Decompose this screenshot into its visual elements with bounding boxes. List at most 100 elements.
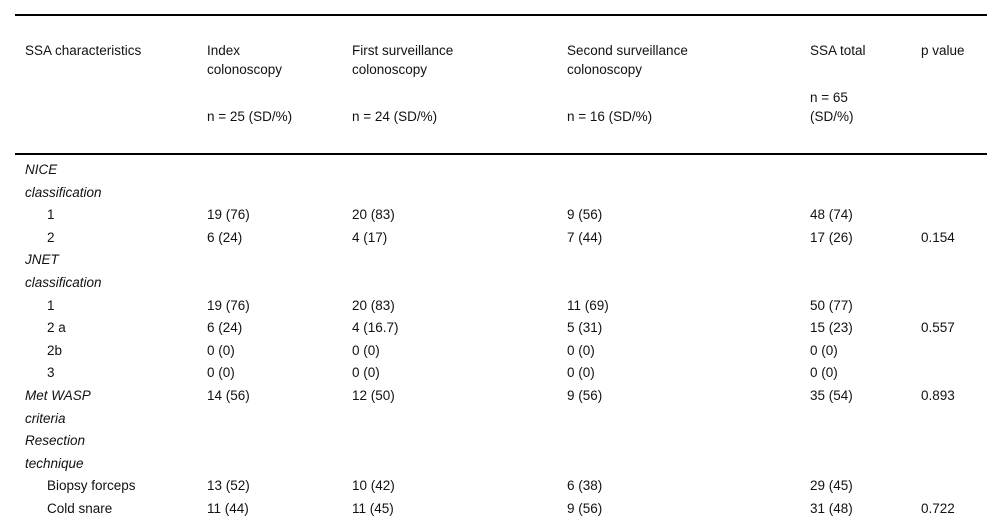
cell-index-colonoscopy: 19 (76) (207, 207, 250, 223)
cell-first-surveillance: 20 (83) (352, 207, 395, 223)
column-header: p value (911, 15, 987, 154)
cell-first-surveillance: 3 (13) (342, 521, 557, 526)
cell-second-surveillance: 9 (56) (567, 387, 603, 403)
column-n-count (921, 88, 983, 89)
cell-second-surveillance: 6 (38) (567, 478, 603, 494)
cell-second-surveillance: 0 (0) (567, 342, 595, 358)
column-title: p value (921, 43, 965, 58)
table-row: 2 a 6 (24) 4 (16.7) 5 (31) 15 (23) 0.557 (15, 317, 987, 340)
cell-p-value (911, 430, 987, 475)
cell-p-value: 0.893 (921, 387, 955, 403)
cell-p-value (911, 295, 987, 318)
table-row: Cold snare 11 (44) 11 (45) 9 (56) 31 (48… (15, 498, 987, 521)
cell-second-surveillance (557, 154, 800, 204)
table-row: Met WASP criteria 14 (56) 12 (50) 9 (56)… (15, 385, 987, 430)
row-label: JNET classification (25, 252, 102, 290)
row-label: Resection technique (25, 433, 86, 471)
table-row: 3 0 (0) 0 (0) 0 (0) 0 (0) (15, 362, 987, 385)
cell-second-surveillance: 0 (0) (567, 365, 595, 381)
cell-first-surveillance: 20 (83) (352, 297, 395, 313)
row-label: Hot snare (15, 521, 197, 526)
cell-p-value (911, 154, 987, 204)
row-label: 1 (47, 207, 55, 223)
column-n-count (25, 88, 193, 89)
cell-first-surveillance: 0 (0) (352, 365, 380, 381)
row-label: 2 a (47, 320, 66, 336)
cell-p-value: 0.557 (921, 320, 955, 336)
cell-first-surveillance: 12 (50) (352, 387, 395, 403)
table-row: JNET classification (15, 249, 987, 294)
column-header: SSA characteristics (15, 15, 197, 154)
cell-index-colonoscopy: 6 (24) (207, 320, 243, 336)
cell-p-value (911, 362, 987, 385)
column-title: First surveillance colonoscopy (352, 43, 454, 77)
cell-ssa-total: 50 (77) (810, 297, 853, 313)
cell-second-surveillance: 9 (56) (567, 207, 603, 223)
ssa-characteristics-table: SSA characteristics Index colonoscopy n … (15, 14, 987, 526)
row-label: 1 (47, 297, 55, 313)
table-row: 2 6 (24) 4 (17) 7 (44) 17 (26) 0.154 (15, 227, 987, 250)
cell-ssa-total: 0 (0) (810, 342, 838, 358)
cell-ssa-total (800, 249, 911, 294)
table-row: Hot snare 1 (4) 3 (13) 1 (6) 5 (7) (15, 521, 987, 526)
cell-index-colonoscopy (197, 154, 342, 204)
row-label: 2b (47, 342, 63, 358)
cell-second-surveillance: 1 (6) (557, 521, 800, 526)
column-n-count: n = 16 (SD/%) (567, 109, 653, 124)
cell-ssa-total: 29 (45) (810, 478, 853, 494)
cell-p-value: 0.154 (921, 229, 955, 245)
cell-p-value (911, 521, 987, 526)
cell-index-colonoscopy: 13 (52) (207, 478, 250, 494)
cell-first-surveillance (342, 430, 557, 475)
cell-first-surveillance (342, 249, 557, 294)
cell-index-colonoscopy: 14 (56) (207, 387, 250, 403)
table-row: Biopsy forceps 13 (52) 10 (42) 6 (38) 29… (15, 475, 987, 498)
cell-index-colonoscopy (197, 249, 342, 294)
cell-p-value (911, 249, 987, 294)
cell-ssa-total: 15 (23) (810, 320, 853, 336)
cell-index-colonoscopy (197, 430, 342, 475)
table-row: 2b 0 (0) 0 (0) 0 (0) 0 (0) (15, 340, 987, 363)
header-row: SSA characteristics Index colonoscopy n … (15, 15, 987, 154)
row-label: Cold snare (47, 500, 113, 516)
cell-p-value (911, 475, 987, 498)
cell-p-value: 0.722 (921, 500, 955, 516)
cell-ssa-total: 17 (26) (810, 229, 853, 245)
row-label: 2 (47, 229, 55, 245)
cell-first-surveillance (342, 154, 557, 204)
cell-ssa-total: 35 (54) (810, 387, 853, 403)
column-n-count: n = 25 (SD/%) (207, 109, 293, 124)
cell-ssa-total: 48 (74) (810, 207, 853, 223)
cell-second-surveillance (557, 249, 800, 294)
column-header: Second surveillance colonoscopy n = 16 (… (557, 15, 800, 154)
row-label: Met WASP criteria (25, 387, 91, 426)
cell-second-surveillance: 9 (56) (567, 500, 603, 516)
column-n-count: n = 24 (SD/%) (352, 109, 438, 124)
column-header: First surveillance colonoscopy n = 24 (S… (342, 15, 557, 154)
column-title: SSA total (810, 43, 866, 58)
row-label: NICE classification (25, 162, 102, 200)
cell-index-colonoscopy: 1 (4) (197, 521, 342, 526)
row-label: 3 (47, 365, 55, 381)
cell-first-surveillance: 4 (17) (352, 229, 388, 245)
column-header: SSA total n = 65 (SD/%) (800, 15, 911, 154)
column-title: Index colonoscopy (207, 43, 283, 77)
table-row: NICE classification (15, 154, 987, 204)
cell-index-colonoscopy: 0 (0) (207, 365, 235, 381)
row-label: Biopsy forceps (47, 478, 136, 494)
cell-index-colonoscopy: 0 (0) (207, 342, 235, 358)
cell-ssa-total: 31 (48) (810, 500, 853, 516)
column-title: Second surveillance colonoscopy (567, 43, 688, 77)
column-title: SSA characteristics (25, 43, 142, 58)
cell-index-colonoscopy: 6 (24) (207, 229, 243, 245)
cell-second-surveillance: 5 (31) (567, 320, 603, 336)
cell-second-surveillance (557, 430, 800, 475)
cell-ssa-total (800, 154, 911, 204)
cell-ssa-total (800, 430, 911, 475)
column-header: Index colonoscopy n = 25 (SD/%) (197, 15, 342, 154)
cell-p-value (911, 340, 987, 363)
cell-ssa-total: 0 (0) (810, 365, 838, 381)
table-row: 1 19 (76) 20 (83) 9 (56) 48 (74) (15, 204, 987, 227)
cell-second-surveillance: 7 (44) (567, 229, 603, 245)
